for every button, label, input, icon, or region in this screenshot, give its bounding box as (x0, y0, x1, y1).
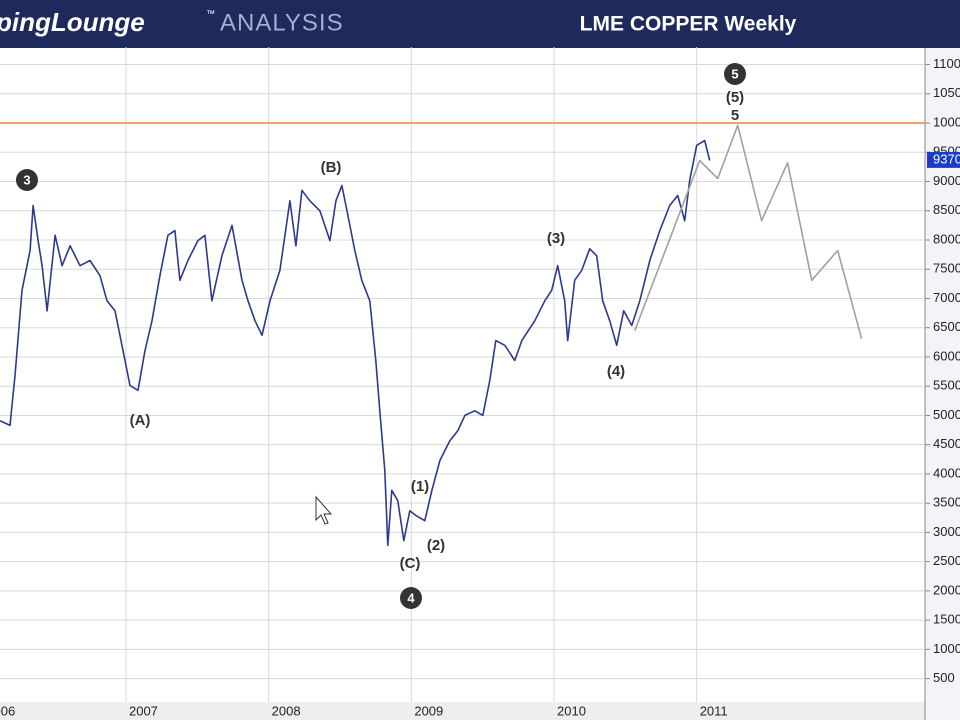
x-tick-label: 2011 (700, 703, 728, 718)
y-tick-label: 9000 (933, 173, 960, 188)
x-tick-label: 2008 (272, 703, 301, 718)
wave-label: 3 (23, 172, 30, 187)
y-tick-label: 10500 (933, 85, 960, 100)
x-axis-panel (0, 702, 925, 720)
price-tag-label: 9370 (933, 151, 960, 166)
price-tag-box (927, 151, 960, 168)
y-tick-label: 3000 (933, 524, 960, 539)
y-tick-label: 5000 (933, 407, 960, 422)
y-tick-label: 7000 (933, 290, 960, 305)
trademark: ™ (206, 8, 215, 18)
wave-label: (2) (427, 537, 445, 554)
y-tick-label: 1500 (933, 612, 960, 627)
wave-label: 5 (731, 66, 738, 81)
y-tick-label: 6500 (933, 319, 960, 334)
y-tick-label: 8000 (933, 231, 960, 246)
y-tick-label: 2500 (933, 553, 960, 568)
y-tick-label: 7500 (933, 261, 960, 276)
chart-title: LME COPPER Weekly (580, 13, 797, 36)
wave-circle (16, 169, 38, 191)
wave-label: 4 (407, 590, 415, 605)
x-tick-label: 2006 (0, 703, 15, 718)
wave-label: (A) (130, 412, 151, 429)
x-tick-label: 2010 (557, 703, 586, 718)
y-tick-label: 5500 (933, 378, 960, 393)
price-line (0, 139, 711, 547)
y-tick-label: 8500 (933, 202, 960, 217)
mouse-cursor (315, 495, 333, 525)
y-tick-label: 4500 (933, 436, 960, 451)
wave-label: (1) (411, 478, 429, 495)
price-line (634, 124, 863, 340)
y-tick-label: 500 (933, 670, 955, 685)
x-tick-label: 2009 (414, 703, 443, 718)
wave-circle (724, 63, 746, 85)
header-bar (0, 0, 960, 48)
y-tick-label: 3500 (933, 495, 960, 510)
y-tick-label: 10000 (933, 114, 960, 129)
y-tick-label: 4000 (933, 465, 960, 480)
wave-label: (C) (400, 555, 421, 572)
y-tick-label: 6000 (933, 348, 960, 363)
wave-circle (400, 587, 422, 609)
brand: pingLounge (0, 7, 145, 37)
x-tick-label: 2007 (129, 703, 158, 718)
wave-label: (B) (321, 159, 342, 176)
y-tick-label: 1000 (933, 641, 960, 656)
brand-suffix: ANALYSIS (220, 9, 344, 36)
wave-label: (4) (607, 363, 625, 380)
wave-label: (5) (726, 89, 744, 106)
wave-label: (3) (547, 230, 565, 247)
wave-label: 5 (731, 107, 739, 124)
y-tick-label: 2000 (933, 582, 960, 597)
